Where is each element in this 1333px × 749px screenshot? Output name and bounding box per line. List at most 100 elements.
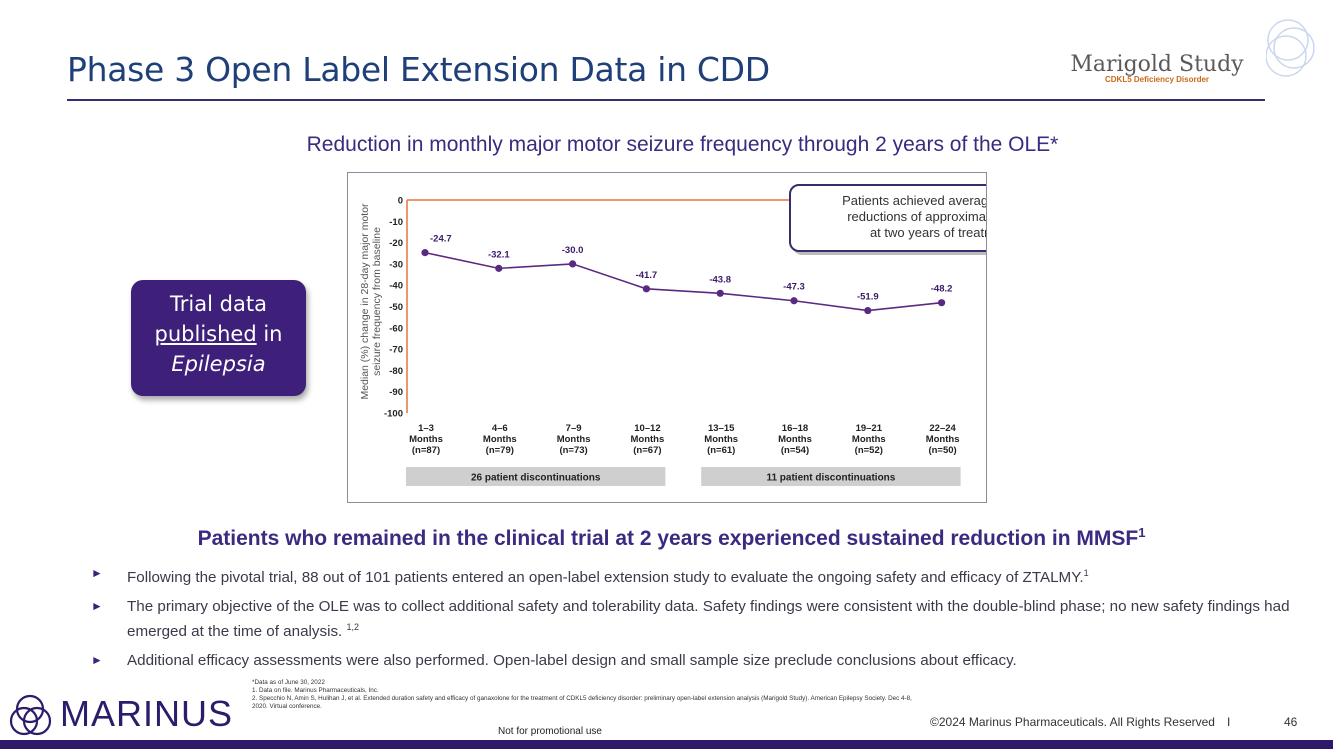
discontinuation-label: 11 patient discontinuations [766,473,895,484]
badge-line3: Epilepsia [131,349,306,379]
y-axis-label: Median (%) change in 28-day major motor [359,203,371,400]
bullet-item: ► Following the pivotal trial, 88 out of … [91,563,1316,588]
x-tick-unit: Months [852,434,886,445]
x-tick-unit: Months [483,434,517,445]
copyright: ©2024 Marinus Pharmaceuticals. All Right… [930,715,1242,729]
x-tick-unit: Months [778,434,812,445]
bullet-arrow-icon: ► [91,653,103,668]
footnote: 2. Specchio N, Amin S, Hulihan J, et al.… [252,695,912,710]
discontinuation-bar [701,467,961,486]
decorative-rings-icon [1266,19,1315,77]
chart-subtitle: Reduction in monthly major motor seizure… [306,133,1059,156]
badge-line2: published in [131,319,306,349]
bullet-text: The primary objective of the OLE was to … [127,598,1290,641]
published-link[interactable]: published [154,322,257,346]
data-label: -48.2 [931,284,953,295]
seizure-reduction-chart: 0 -10 -20 -30 -40 -50 -60 -70 -80 -90 -100 Median (… [359,184,1096,486]
title-divider [67,99,1265,101]
x-tick-period: 16–18 [782,423,808,434]
bottom-bar [0,740,1333,749]
page-number: 46 [1284,715,1298,729]
callout-text: Patients achieved average seizure [842,193,986,208]
x-tick-period: 10–12 [634,423,660,434]
data-label: -43.8 [709,274,731,285]
footnotes: *Data as of June 30, 2022 1. Data on fil… [252,679,922,711]
x-tick-unit: Months [409,434,443,445]
not-promotional-notice: Not for promotional use [498,726,602,737]
data-label: -32.1 [488,249,510,260]
data-label: -24.7 [430,234,452,245]
data-point [938,299,946,307]
bullet-footnote-ref: 1,2 [346,622,360,633]
x-tick-unit: Months [704,434,738,445]
x-tick-n: (n=67) [633,445,661,456]
x-tick-unit: Months [631,434,665,445]
chart-frame: 0 -10 -20 -30 -40 -50 -60 -70 -80 -90 -100 Median (… [347,172,1096,503]
footer-separator: I [1226,715,1231,729]
marinus-logo-icon [9,694,52,736]
x-tick-period: 1–3 [418,423,434,434]
page-title: Phase 3 Open Label Extension Data in CDD [67,50,770,89]
bullet-text: Additional efficacy assessments were als… [127,652,1017,670]
x-tick-n: (n=52) [855,445,883,456]
headline-text: Patients who remained in the clinical tr… [197,527,1139,550]
badge-line2-rest: in [256,322,283,346]
data-label: -47.3 [783,282,805,293]
x-tick-n: (n=50) [928,445,956,456]
data-label: -41.7 [636,270,658,281]
logo-name: Marigold Study [1070,52,1244,77]
x-tick-n: (n=73) [559,445,587,456]
y-tick-label: -80 [389,366,403,377]
data-point [642,285,650,293]
callout-text: at two years of treatment [870,225,986,240]
bullet-arrow-icon: ► [91,599,103,614]
y-tick-label: -10 [389,217,403,228]
x-tick-period: 22–24 [929,423,956,434]
data-point [864,306,872,315]
series-line [424,251,942,312]
footnote: 1. Data on file. Marinus Pharmaceuticals… [252,687,379,694]
x-tick-n: (n=54) [781,445,809,456]
company-logo-text: MARINUS [60,693,234,734]
publication-badge[interactable]: Trial data published in Epilepsia [131,280,306,396]
callout-text: reductions of approximately 50% [847,209,986,224]
x-tick-unit: Months [926,434,960,445]
x-tick-period: 7–9 [566,423,582,434]
journal-name: Epilepsia [171,352,266,376]
headline-footnote-ref: 1 [1138,525,1146,540]
y-tick-label: -50 [389,302,403,313]
bullet-footnote-ref: 1 [1083,568,1089,578]
y-tick-label: -70 [389,345,403,356]
bullet-item: ► Additional efficacy assessments were al… [91,650,1316,671]
data-label: -30.0 [562,245,584,256]
key-finding-headline: Patients who remained in the clinical tr… [0,525,1333,551]
footnote: *Data as of June 30, 2022 [252,679,325,686]
discontinuation-label: 26 patient discontinuations [471,473,601,484]
bullet-text: Following the pivotal trial, 88 out of 1… [127,569,1084,587]
y-tick-label: 0 [398,196,403,207]
marigold-logo: Marigold Study CDKL5 Deficiency Disorder [1062,52,1252,84]
x-tick-n: (n=61) [707,445,735,456]
y-tick-label: -40 [389,281,403,292]
y-tick-label: -30 [389,259,403,270]
y-tick-label: -90 [389,387,403,398]
x-tick-period: 19–21 [856,423,883,434]
data-point [421,249,429,257]
copyright-text: ©2024 Marinus Pharmaceuticals. All Right… [930,715,1215,729]
x-tick-n: (n=87) [412,445,440,456]
data-label: -51.9 [857,292,879,303]
bullet-item: ► The primary objective of the OLE was to… [91,596,1316,642]
bullet-arrow-icon: ► [91,566,103,580]
data-point [790,297,798,305]
bullet-list: ► Following the pivotal trial, 88 out of … [91,563,1316,679]
logo-subtitle: CDKL5 Deficiency Disorder [1104,75,1210,84]
x-tick-period: 13–15 [708,423,735,434]
x-tick-unit: Months [557,434,591,445]
data-point [495,264,503,272]
x-tick-n: (n=79) [486,445,514,456]
x-tick-period: 4–6 [492,423,508,434]
y-axis-label: seizure frequency from baseline [371,227,383,376]
y-tick-label: -60 [389,323,403,334]
y-tick-label: -100 [384,409,403,420]
data-point [569,260,577,268]
